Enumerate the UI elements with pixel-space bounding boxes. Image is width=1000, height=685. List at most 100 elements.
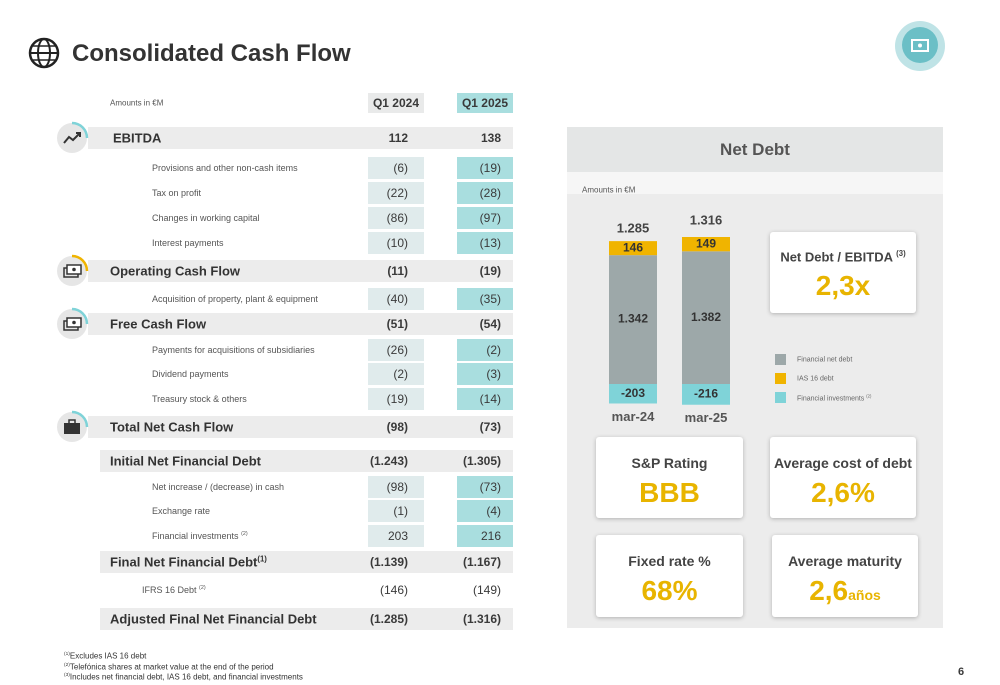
label-text: Net increase / (decrease) in cash	[152, 482, 285, 492]
cell-bg	[457, 500, 513, 522]
cell-bg	[457, 339, 513, 361]
kpi-card: Net Debt / EBITDA (3) 2,3x	[770, 232, 916, 313]
label-text: Total Net Cash Flow	[110, 419, 234, 435]
cell-value: 138	[480, 131, 501, 145]
footnote-mark: (1)	[64, 651, 70, 657]
row-bg	[88, 127, 513, 149]
kpi-card: S&P Rating BBB	[596, 437, 743, 518]
cell-value: (1.305)	[462, 454, 501, 468]
cell-bg	[368, 157, 424, 179]
row-label: Adjusted Final Net Financial Debt	[110, 612, 317, 627]
cell-value: (73)	[479, 420, 501, 434]
footnote-mark: (1)	[257, 554, 267, 564]
row-label: Interest payments	[152, 238, 224, 248]
footnote-text: Telefónica shares at market value at the…	[69, 662, 274, 671]
legend-text: IAS 16 debt	[797, 375, 834, 383]
legend-swatch	[775, 392, 786, 403]
column-header: Q1 2025	[461, 96, 509, 110]
legend-label: Financial net debt	[797, 357, 852, 364]
bar-segment	[682, 251, 730, 384]
cell-bg	[368, 525, 424, 547]
row-label: Financial investments (2)	[152, 531, 248, 541]
legend-text: Financial net debt	[797, 356, 853, 364]
kpi-title-text: Net Debt / EBITDA	[780, 249, 893, 265]
segment-label: 1.342	[618, 312, 648, 326]
cell-value: (1.167)	[462, 555, 501, 569]
kpi-value: BBB	[596, 477, 743, 509]
cell-value: (28)	[479, 186, 501, 200]
label-text: Changes in working capital	[152, 213, 260, 223]
cell-value: (11)	[387, 264, 408, 278]
cell-value: (19)	[479, 161, 501, 175]
row-icon	[57, 254, 89, 286]
kpi-title: Net Debt / EBITDA (3)	[770, 249, 916, 264]
cell-bg	[457, 388, 513, 410]
row-label: Dividend payments	[152, 369, 229, 379]
label-text: Treasury stock & others	[152, 394, 247, 404]
kpi-value-text: BBB	[639, 477, 700, 508]
row-label: IFRS 16 Debt (2)	[142, 585, 206, 595]
cell-value: (2)	[486, 343, 501, 357]
kpi-title-text: Fixed rate %	[628, 553, 711, 569]
kpi-title-text: S&P Rating	[631, 455, 708, 471]
segment-label: -216	[694, 387, 718, 401]
kpi-card: Fixed rate % 68%	[596, 535, 743, 617]
cell-value: (97)	[479, 211, 501, 225]
cell-bg	[368, 363, 424, 385]
row-label: Acquisition of property, plant & equipme…	[152, 294, 318, 304]
label-text: Adjusted Final Net Financial Debt	[110, 611, 317, 627]
category-label: mar-25	[685, 410, 728, 425]
footnote: (2)Telefónica shares at market value at …	[64, 662, 274, 671]
cell-bg	[368, 232, 424, 254]
cell-value: (54)	[479, 317, 501, 331]
cell-value: (1.139)	[369, 555, 408, 569]
row-label: Initial Net Financial Debt	[110, 454, 261, 469]
row-icon	[57, 307, 89, 339]
cell-value: (1)	[393, 504, 408, 518]
footnote-text: Includes net financial debt, IAS 16 debt…	[69, 672, 303, 682]
kpi-title-text: Average maturity	[788, 553, 902, 569]
cell-value: 216	[480, 529, 501, 543]
legend-swatch	[775, 373, 786, 384]
cell-value: (19)	[479, 264, 501, 278]
cell-bg	[457, 525, 513, 547]
label-text: Tax on profit	[152, 188, 202, 198]
cell-bg	[457, 182, 513, 204]
bar-segment	[682, 384, 730, 405]
cell-bg	[368, 207, 424, 229]
label-text: Interest payments	[152, 238, 224, 248]
kpi-value-text: 2,6%	[811, 477, 875, 508]
legend-label: Financial investments (2)	[797, 393, 871, 402]
kpi-card: Average cost of debt 2,6%	[770, 437, 916, 518]
cell-value: (98)	[386, 480, 408, 494]
cell-bg	[368, 500, 424, 522]
label-text: Exchange rate	[152, 506, 211, 516]
row-label: EBITDA	[113, 131, 161, 146]
cell-value: (51)	[386, 317, 408, 331]
cell-value: (98)	[386, 420, 408, 434]
cell-value: 112	[388, 131, 408, 145]
total-label: 1.316	[690, 212, 723, 227]
cell-value: (40)	[386, 292, 408, 306]
kpi-card: Average maturity 2,6años	[772, 535, 918, 617]
segment-label: -203	[621, 386, 645, 400]
bar-segment	[609, 255, 657, 384]
row-icon	[57, 410, 89, 442]
page-title: Consolidated Cash Flow	[72, 40, 351, 67]
column-header-bg	[457, 93, 513, 113]
net-debt-chart: 1.342 146 -203 1.285 mar-24 1.382 149 -216 1.316…	[609, 212, 730, 425]
kpi-value: 2,6años	[772, 575, 918, 607]
label-text: IFRS 16 Debt	[142, 585, 197, 595]
label-text: Acquisition of property, plant & equipme…	[152, 294, 318, 304]
row-label: Treasury stock & others	[152, 394, 247, 404]
label-text: Payments for acquisitions of subsidiarie…	[152, 345, 315, 355]
cell-value: (13)	[479, 236, 501, 250]
bar-segment	[609, 384, 657, 404]
legend-text: Financial investments	[797, 395, 865, 403]
row-label: Payments for acquisitions of subsidiarie…	[152, 345, 315, 355]
footnote: (3)Includes net financial debt, IAS 16 d…	[64, 673, 303, 682]
legend-swatch	[775, 354, 786, 365]
label-text: Financial investments	[152, 531, 239, 541]
bar-segment	[682, 237, 730, 252]
chart-units: Amounts in €M	[582, 185, 636, 195]
